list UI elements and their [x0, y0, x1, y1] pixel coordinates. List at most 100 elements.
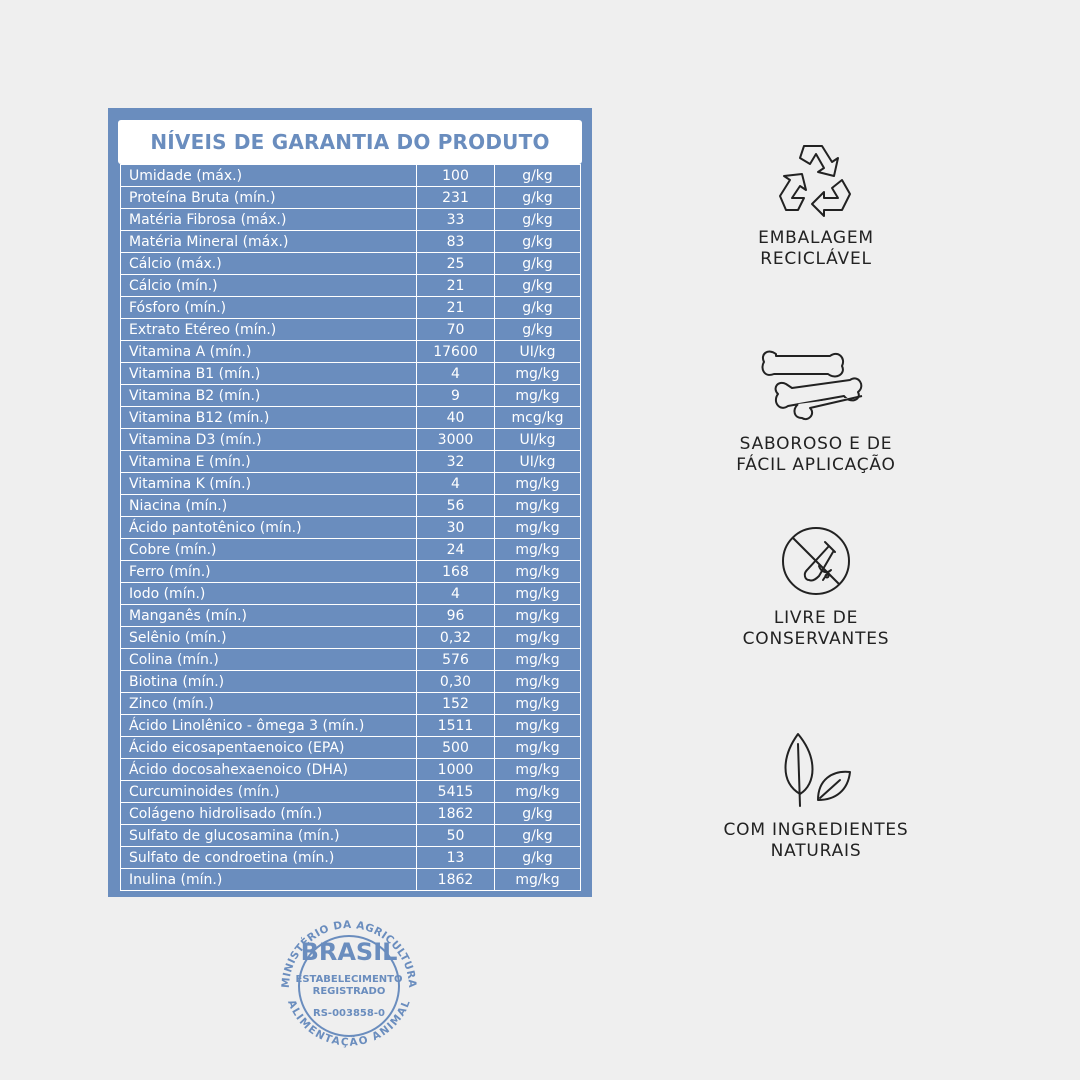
nutrient-unit: mg/kg: [494, 648, 581, 671]
nutrient-unit: mg/kg: [494, 626, 581, 649]
nutrient-value: 4: [416, 472, 495, 495]
nutrient-unit: mg/kg: [494, 758, 581, 781]
nutrient-unit: mg/kg: [494, 560, 581, 583]
recycle-icon: [779, 145, 851, 217]
nutrient-unit: mg/kg: [494, 362, 581, 385]
nutrient-unit: g/kg: [494, 846, 581, 869]
nutrient-value: 4: [416, 582, 495, 605]
nutrient-name: Matéria Fibrosa (máx.): [120, 208, 417, 231]
nutrient-unit: g/kg: [494, 802, 581, 825]
nutrient-value: 1862: [416, 802, 495, 825]
nutrient-value: 21: [416, 296, 495, 319]
table-row: Sulfato de condroetina (mín.) 13 g/kg: [120, 846, 581, 869]
nutrient-name: Sulfato de condroetina (mín.): [120, 846, 417, 869]
seal-line1: ESTABELECIMENTO: [295, 974, 403, 985]
nutrient-name: Matéria Mineral (máx.): [120, 230, 417, 253]
nutrient-value: 40: [416, 406, 495, 429]
table-row: Fósforo (mín.) 21 g/kg: [120, 296, 581, 319]
nutrient-name: Manganês (mín.): [120, 604, 417, 627]
nutrient-name: Colina (mín.): [120, 648, 417, 671]
nutrient-name: Zinco (mín.): [120, 692, 417, 715]
nutrient-name: Vitamina K (mín.): [120, 472, 417, 495]
nutrient-name: Vitamina B1 (mín.): [120, 362, 417, 385]
nutrient-unit: mg/kg: [494, 472, 581, 495]
nutrient-name: Inulina (mín.): [120, 868, 417, 891]
nutrient-name: Sulfato de glucosamina (mín.): [120, 824, 417, 847]
table-row: Vitamina B1 (mín.) 4 mg/kg: [120, 362, 581, 385]
panel-title: NÍVEIS DE GARANTIA DO PRODUTO: [118, 120, 582, 164]
feature-label-line1: SABOROSO E DE: [739, 434, 893, 454]
nutrient-value: 1000: [416, 758, 495, 781]
table-row: Vitamina K (mín.) 4 mg/kg: [120, 472, 581, 495]
nutrient-unit: g/kg: [494, 164, 581, 187]
table-row: Umidade (máx.) 100 g/kg: [120, 164, 581, 187]
nutrient-value: 100: [416, 164, 495, 187]
feature-label-line2: RECICLÁVEL: [760, 249, 872, 269]
nutrient-value: 83: [416, 230, 495, 253]
nutrient-value: 576: [416, 648, 495, 671]
nutrient-unit: g/kg: [494, 230, 581, 253]
nutrient-value: 3000: [416, 428, 495, 451]
nutrient-value: 56: [416, 494, 495, 517]
nutrient-name: Proteína Bruta (mín.): [120, 186, 417, 209]
nutrient-unit: UI/kg: [494, 450, 581, 473]
table-row: Proteína Bruta (mín.) 231 g/kg: [120, 186, 581, 209]
table-row: Curcuminoides (mín.) 5415 mg/kg: [120, 780, 581, 803]
nutrient-unit: mg/kg: [494, 736, 581, 759]
feature-recyclable: EMBALAGEM RECICLÁVEL: [700, 140, 932, 270]
nutrient-unit: mcg/kg: [494, 406, 581, 429]
nutrient-name: Ácido eicosapentaenoico (EPA): [120, 736, 417, 759]
nutrient-name: Umidade (máx.): [120, 164, 417, 187]
nutrient-value: 70: [416, 318, 495, 341]
nutrient-unit: g/kg: [494, 186, 581, 209]
nutrient-name: Colágeno hidrolisado (mín.): [120, 802, 417, 825]
nutrient-value: 500: [416, 736, 495, 759]
table-row: Selênio (mín.) 0,32 mg/kg: [120, 626, 581, 649]
nutrient-name: Cobre (mín.): [120, 538, 417, 561]
table-row: Niacina (mín.) 56 mg/kg: [120, 494, 581, 517]
nutrient-value: 21: [416, 274, 495, 297]
nutrient-unit: mg/kg: [494, 494, 581, 517]
nutrient-unit: g/kg: [494, 274, 581, 297]
nutrient-unit: mg/kg: [494, 604, 581, 627]
seal-bottom-arc: ALIMENTAÇÃO ANIMAL: [285, 998, 412, 1048]
feature-label-line1: LIVRE DE: [773, 608, 859, 628]
nutrient-name: Ácido pantotênico (mín.): [120, 516, 417, 539]
ministry-registration-seal: MINISTÉRIO DA AGRICULTURA ALIMENTAÇÃO AN…: [275, 912, 423, 1060]
nutrient-value: 168: [416, 560, 495, 583]
table-row: Ácido docosahexaenoico (DHA) 1000 mg/kg: [120, 758, 581, 781]
table-row: Cálcio (máx.) 25 g/kg: [120, 252, 581, 275]
nutrient-name: Niacina (mín.): [120, 494, 417, 517]
table-row: Ácido eicosapentaenoico (EPA) 500 mg/kg: [120, 736, 581, 759]
nutrient-name: Vitamina B2 (mín.): [120, 384, 417, 407]
table-row: Ferro (mín.) 168 mg/kg: [120, 560, 581, 583]
table-row: Cálcio (mín.) 21 g/kg: [120, 274, 581, 297]
guarantee-levels-panel: NÍVEIS DE GARANTIA DO PRODUTO Umidade (m…: [108, 108, 592, 897]
table-row: Sulfato de glucosamina (mín.) 50 g/kg: [120, 824, 581, 847]
nutrient-unit: g/kg: [494, 318, 581, 341]
nutrient-value: 96: [416, 604, 495, 627]
table-row: Matéria Fibrosa (máx.) 33 g/kg: [120, 208, 581, 231]
table-row: Colina (mín.) 576 mg/kg: [120, 648, 581, 671]
nutrient-unit: mg/kg: [494, 670, 581, 693]
nutrient-unit: mg/kg: [494, 384, 581, 407]
nutrient-value: 50: [416, 824, 495, 847]
table-row: Vitamina E (mín.) 32 UI/kg: [120, 450, 581, 473]
nutrient-name: Ferro (mín.): [120, 560, 417, 583]
nutrient-value: 32: [416, 450, 495, 473]
nutrient-name: Cálcio (máx.): [120, 252, 417, 275]
nutrient-unit: mg/kg: [494, 516, 581, 539]
seal-line2: REGISTRADO: [312, 986, 386, 997]
nutrient-name: Vitamina D3 (mín.): [120, 428, 417, 451]
feature-label-line1: EMBALAGEM: [758, 228, 874, 248]
feature-label-line1: COM INGREDIENTES: [723, 820, 909, 840]
seal-country: BRASIL: [300, 938, 398, 966]
nutrient-name: Vitamina B12 (mín.): [120, 406, 417, 429]
nutrient-value: 0,32: [416, 626, 495, 649]
svg-text:ALIMENTAÇÃO ANIMAL: ALIMENTAÇÃO ANIMAL: [285, 998, 413, 1048]
nutrient-value: 152: [416, 692, 495, 715]
guarantee-levels-table: Umidade (máx.) 100 g/kg Proteína Bruta (mín…: [120, 164, 581, 891]
leaves-icon: [784, 733, 851, 807]
table-row: Biotina (mín.) 0,30 mg/kg: [120, 670, 581, 693]
nutrient-value: 231: [416, 186, 495, 209]
